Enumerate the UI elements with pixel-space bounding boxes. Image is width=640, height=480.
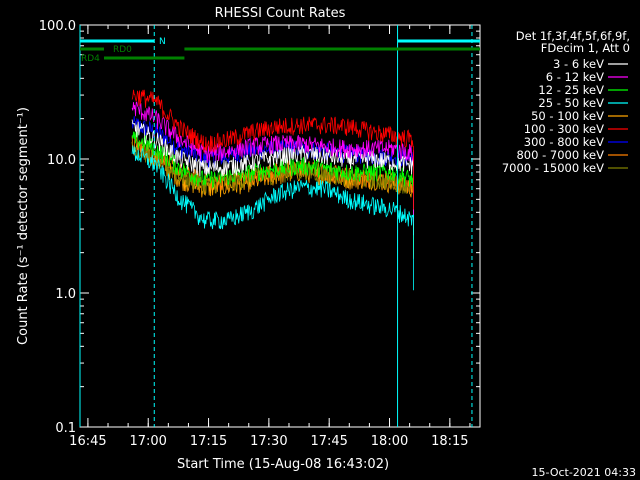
series-line-6-12keV [131,101,414,224]
x-tick-label: 17:15 [190,434,227,449]
series-line-100-300keV [131,89,414,210]
marker-label-rd4: RD4 [81,54,100,64]
marker-label-rd0: RD0 [113,45,132,55]
y-axis-label: Count Rate (s⁻¹ detector segment⁻¹) [16,107,31,345]
legend-label: 25 - 50 keV [538,96,604,110]
timestamp: 15-Oct-2021 04:33 [532,466,636,479]
legend-label: 800 - 7000 keV [516,148,604,162]
legend-header: FDecim 1, Att 0 [541,41,630,55]
y-tick-label: 1.0 [55,287,76,302]
legend-header: Det 1f,3f,4f,5f,6f,9f, [516,29,630,43]
y-tick-label: 100.0 [39,19,76,34]
series-line-25-50keV [131,145,414,291]
legend-label: 3 - 6 keV [553,57,604,71]
legend-label: 50 - 100 keV [531,109,604,123]
series-line-3-6keV [131,119,414,236]
legend: Det 1f,3f,4f,5f,6f,9f,FDecim 1, Att 0 3 -… [502,29,630,175]
legend-label: 300 - 800 keV [524,135,604,149]
x-tick-label: 17:30 [250,434,287,449]
series-line-12-25keV [131,131,414,250]
x-tick-label: 17:00 [129,434,166,449]
x-axis-label: Start Time (15-Aug-08 16:43:02) [177,457,389,472]
legend-label: 6 - 12 keV [546,70,604,84]
y-tick-label: 0.1 [55,421,76,436]
marker-label-n: N [159,37,166,47]
legend-label: 12 - 25 keV [538,83,604,97]
y-tick-label: 10.0 [47,153,76,168]
chart-title: RHESSI Count Rates [215,6,346,21]
x-tick-label: 17:45 [310,434,347,449]
x-tick-label: 16:45 [69,434,106,449]
legend-label: 100 - 300 keV [524,122,604,136]
plot-area: N RD0 RD4 [79,25,480,427]
x-tick-label: 18:15 [431,434,468,449]
plot-axes: 0.1 1.0 10.0 100.0 16:45 17:00 17:15 17:30 17:45… [39,19,481,449]
x-tick-label: 18:00 [371,434,408,449]
legend-label: 7000 - 15000 keV [502,161,604,175]
